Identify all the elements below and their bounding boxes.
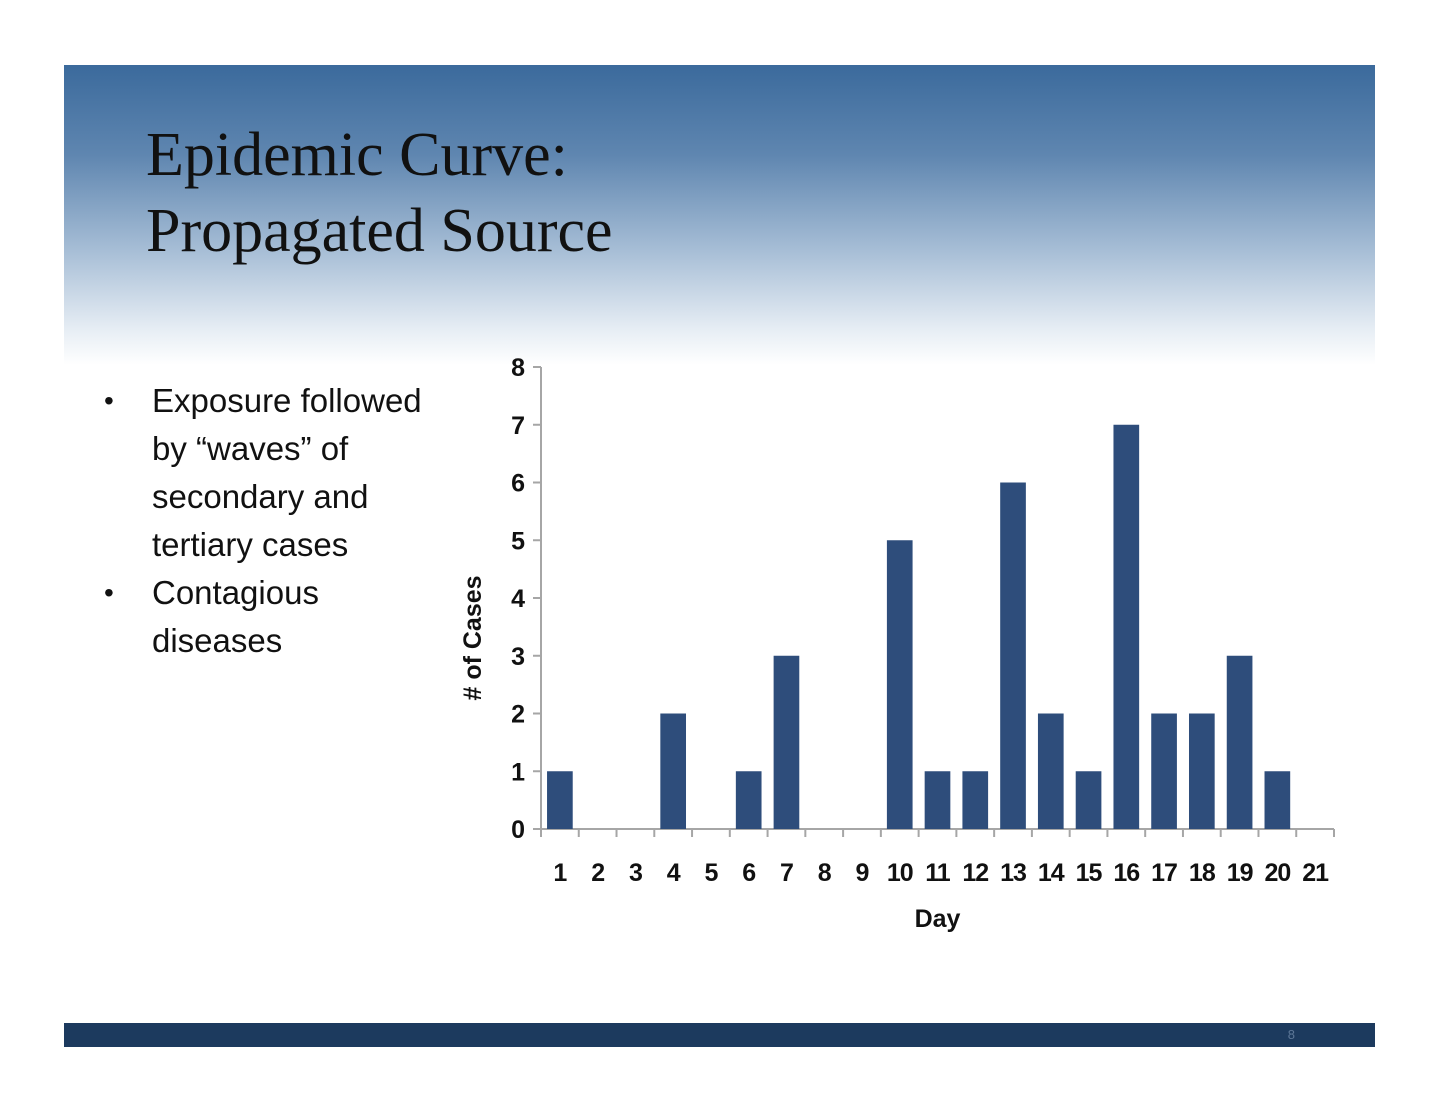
y-tick-label: 6 xyxy=(511,470,525,498)
bar-day-15 xyxy=(1075,771,1102,829)
x-tick-label: 21 xyxy=(1302,859,1329,887)
y-tick-label: 3 xyxy=(511,643,525,671)
bullet-icon: • xyxy=(104,385,114,416)
x-tick-label: 11 xyxy=(925,859,951,887)
bar-day-17 xyxy=(1151,713,1177,829)
x-tick-label: 7 xyxy=(780,859,793,887)
x-tick-label: 9 xyxy=(856,859,869,887)
x-tick-label: 16 xyxy=(1113,859,1139,887)
bar-day-20 xyxy=(1264,771,1291,829)
bullet-list: • Exposure followed by “waves” of second… xyxy=(104,377,444,665)
page-number: 8 xyxy=(1287,1027,1295,1042)
bar-day-13 xyxy=(1000,482,1026,829)
y-axis-title: # of Cases xyxy=(459,575,487,700)
x-tick-label: 20 xyxy=(1264,859,1290,887)
y-tick-label: 0 xyxy=(511,816,525,844)
x-tick-label: 8 xyxy=(818,859,832,887)
x-tick-label: 10 xyxy=(887,859,913,887)
bar-day-16 xyxy=(1113,424,1140,829)
x-tick-label: 1 xyxy=(553,859,567,887)
x-tick-label: 17 xyxy=(1151,859,1177,887)
x-tick-label: 4 xyxy=(667,859,681,887)
y-tick-label: 1 xyxy=(511,758,525,786)
x-tick-label: 13 xyxy=(1000,859,1026,887)
x-tick-label: 5 xyxy=(704,859,718,887)
bullet-icon: • xyxy=(104,577,114,608)
bullet-item: • Contagious diseases xyxy=(104,569,444,665)
x-tick-label: 12 xyxy=(962,859,988,887)
slide: Epidemic Curve: Propagated Source • Expo… xyxy=(64,65,1375,1047)
x-tick-label: 14 xyxy=(1038,859,1065,887)
bullet-item: • Exposure followed by “waves” of second… xyxy=(104,377,444,569)
bar-day-4 xyxy=(660,713,687,829)
bullet-text: Exposure followed by “waves” of secondar… xyxy=(152,382,422,563)
bar-day-18 xyxy=(1188,713,1215,829)
x-tick-label: 15 xyxy=(1076,859,1103,887)
x-axis-title: Day xyxy=(915,905,961,933)
bar-day-6 xyxy=(735,771,762,829)
bar-day-7 xyxy=(773,655,800,829)
y-tick-label: 2 xyxy=(511,701,525,729)
slide-title: Epidemic Curve: Propagated Source xyxy=(146,117,613,269)
bar-day-10 xyxy=(886,540,913,829)
bar-day-11 xyxy=(924,771,951,829)
bar-day-14 xyxy=(1037,713,1064,829)
x-tick-label: 18 xyxy=(1189,859,1216,887)
bullet-text: Contagious diseases xyxy=(152,574,319,659)
footer-bar: 8 xyxy=(64,1023,1375,1047)
y-tick-label: 8 xyxy=(511,354,525,382)
y-tick-label: 4 xyxy=(511,585,525,613)
slide-title-line-2: Propagated Source xyxy=(146,197,613,265)
header-band xyxy=(64,65,1375,365)
y-tick-label: 7 xyxy=(511,412,525,440)
y-tick-label: 5 xyxy=(511,527,525,555)
bar-day-12 xyxy=(962,771,989,829)
x-tick-label: 19 xyxy=(1227,859,1253,887)
x-tick-label: 3 xyxy=(629,859,642,887)
bar-day-19 xyxy=(1226,655,1253,829)
x-tick-label: 2 xyxy=(591,859,604,887)
x-tick-label: 6 xyxy=(742,859,755,887)
slide-title-line-1: Epidemic Curve: xyxy=(146,121,568,189)
bar-day-1 xyxy=(547,771,573,829)
